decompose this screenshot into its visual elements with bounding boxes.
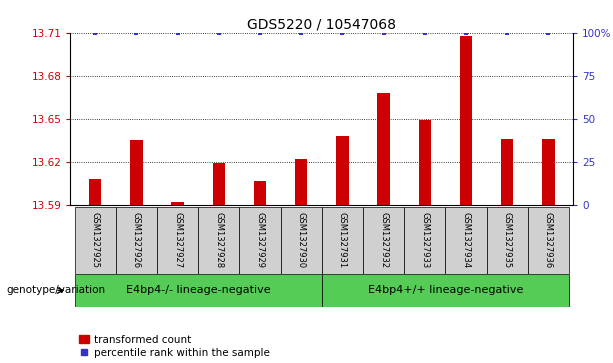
Text: genotype/variation: genotype/variation	[6, 285, 105, 295]
Bar	[116, 207, 157, 274]
Bar	[460, 36, 472, 205]
Bar	[240, 207, 281, 274]
Bar	[487, 207, 528, 274]
Title: GDS5220 / 10547068: GDS5220 / 10547068	[247, 17, 397, 32]
Bar	[130, 140, 143, 205]
Bar	[446, 207, 487, 274]
Text: GSM1327933: GSM1327933	[421, 212, 429, 269]
Bar	[295, 159, 307, 205]
Text: GSM1327928: GSM1327928	[215, 212, 223, 269]
Text: GSM1327935: GSM1327935	[503, 212, 512, 269]
Point	[214, 30, 224, 36]
Text: GSM1327930: GSM1327930	[297, 212, 306, 269]
Bar	[213, 163, 225, 205]
Bar	[404, 207, 446, 274]
Bar	[501, 139, 514, 205]
Bar	[172, 202, 184, 205]
Bar	[198, 207, 240, 274]
Bar	[281, 207, 322, 274]
Point	[90, 30, 100, 36]
Point	[461, 30, 471, 36]
Point	[173, 30, 183, 36]
Point	[132, 30, 142, 36]
Bar	[157, 207, 198, 274]
Text: GSM1327934: GSM1327934	[462, 212, 471, 269]
Bar	[75, 207, 116, 274]
Bar	[75, 274, 322, 307]
Bar	[254, 181, 266, 205]
Bar	[322, 207, 363, 274]
Text: E4bp4+/+ lineage-negative: E4bp4+/+ lineage-negative	[368, 285, 523, 295]
Bar	[543, 139, 555, 205]
Legend: transformed count, percentile rank within the sample: transformed count, percentile rank withi…	[78, 335, 270, 358]
Text: GSM1327926: GSM1327926	[132, 212, 141, 269]
Point	[502, 30, 512, 36]
Text: GSM1327931: GSM1327931	[338, 212, 347, 269]
Point	[338, 30, 348, 36]
Text: GSM1327929: GSM1327929	[256, 212, 265, 269]
Text: GSM1327932: GSM1327932	[379, 212, 388, 269]
Bar	[419, 120, 431, 205]
Bar	[378, 93, 390, 205]
Bar	[322, 274, 569, 307]
Bar	[363, 207, 404, 274]
Point	[420, 30, 430, 36]
Text: GSM1327936: GSM1327936	[544, 212, 553, 269]
Bar	[528, 207, 569, 274]
Point	[255, 30, 265, 36]
Bar	[337, 136, 349, 205]
Point	[379, 30, 389, 36]
Point	[544, 30, 554, 36]
Text: GSM1327925: GSM1327925	[91, 212, 100, 269]
Text: E4bp4-/- lineage-negative: E4bp4-/- lineage-negative	[126, 285, 270, 295]
Text: GSM1327927: GSM1327927	[173, 212, 182, 269]
Bar	[89, 179, 101, 205]
Point	[296, 30, 306, 36]
